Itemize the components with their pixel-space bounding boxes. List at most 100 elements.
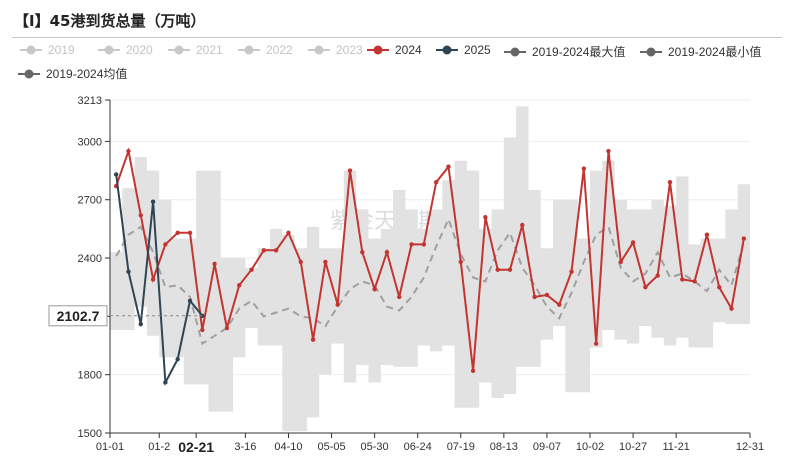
legend-label: 2022 [266, 43, 293, 57]
data-point-2024 [150, 277, 156, 282]
data-point-2024 [618, 259, 623, 265]
data-point-2024 [175, 230, 180, 235]
legend-item[interactable]: 2025 [436, 43, 491, 57]
y-tick-label: 3000 [78, 136, 102, 148]
data-point-2024 [310, 337, 316, 342]
data-point-2024 [433, 180, 439, 185]
legend-swatch-icon [238, 45, 260, 55]
data-point-2024 [126, 148, 131, 154]
y-tick-label: 2400 [78, 253, 102, 265]
x-tick-label: 01-01 [96, 441, 124, 453]
legend-swatch-icon [168, 45, 190, 55]
legend-label: 2023 [336, 43, 363, 57]
value-marker-box [48, 305, 108, 327]
x-tick-label: 09-07 [533, 441, 561, 453]
data-point-2024 [298, 259, 303, 265]
data-point-2025 [138, 321, 143, 327]
legend-swatch-icon [308, 45, 330, 55]
data-point-2024 [692, 279, 697, 284]
data-point-2024 [643, 285, 648, 290]
x-tick-label: 3-16 [234, 441, 256, 453]
x-tick-label: 08-13 [490, 441, 518, 453]
legend-label: 2019-2024均值 [46, 67, 128, 81]
data-point-2024 [372, 286, 377, 292]
data-point-2024 [458, 259, 463, 265]
legend-label: 2019-2024最大值 [532, 45, 626, 59]
legend-item[interactable]: 2019-2024均值 [18, 65, 127, 82]
value-marker-label: 2102.7 [57, 308, 100, 324]
legend-item[interactable]: 2020 [98, 43, 153, 57]
series-line-2024 [115, 147, 745, 371]
data-point-2024 [273, 248, 279, 253]
x-tick-label: 05-05 [317, 441, 345, 453]
data-point-2024 [224, 325, 230, 331]
data-point-2024 [286, 230, 291, 235]
data-point-2024 [249, 267, 254, 272]
data-point-2024 [544, 292, 550, 298]
data-point-2024 [261, 248, 267, 253]
data-point-2024 [347, 168, 353, 173]
legend-label: 2020 [126, 43, 153, 57]
data-point-2024 [495, 267, 500, 272]
legend-item[interactable]: 2024 [367, 43, 422, 57]
data-point-2024 [667, 180, 673, 185]
data-point-2024 [187, 230, 193, 235]
legend-item[interactable]: 2019 [20, 43, 75, 57]
data-point-2024 [409, 242, 414, 247]
legend-swatch-icon [436, 45, 458, 55]
x-tick-label: 10-27 [619, 441, 647, 453]
data-point-2024 [655, 273, 660, 278]
x-tick-label: 05-30 [361, 441, 389, 453]
data-point-2024 [212, 261, 217, 267]
legend-swatch-icon [367, 45, 389, 55]
data-point-2025 [187, 298, 193, 304]
legend-swatch-icon [20, 45, 42, 55]
range-band-area [110, 106, 750, 432]
x-tick-label: 10-02 [576, 441, 604, 453]
x-tick-label: 11-21 [662, 441, 689, 453]
legend-label: 2019-2024最小值 [668, 45, 762, 59]
legend-item[interactable]: 2019-2024最小值 [640, 43, 761, 60]
legend-swatch-icon [98, 45, 120, 55]
legend-label: 2024 [395, 43, 422, 57]
y-tick-label: 1800 [78, 370, 102, 382]
data-point-2024 [421, 242, 427, 247]
legend-item[interactable]: 2021 [168, 43, 223, 57]
title-divider [12, 37, 782, 38]
chart-title: 【I】45港到货总量（万吨） [14, 12, 206, 30]
y-tick-label: 3213 [78, 95, 102, 107]
data-point-2024 [323, 259, 328, 265]
data-point-2024 [581, 166, 587, 171]
data-point-2024 [569, 269, 574, 274]
data-point-2024 [520, 222, 525, 228]
data-point-2024 [630, 240, 636, 245]
data-point-2024 [138, 213, 143, 218]
legend-item[interactable]: 2023 [308, 43, 363, 57]
x-tick-label: 07-19 [447, 441, 475, 453]
data-point-2024 [470, 368, 476, 373]
data-point-2024 [741, 236, 747, 241]
legend-label: 2021 [196, 43, 223, 57]
data-point-2024 [557, 302, 562, 307]
data-point-2024 [532, 294, 537, 300]
data-point-2024 [397, 294, 402, 300]
data-point-2024 [507, 267, 513, 272]
data-point-2024 [200, 327, 205, 333]
data-point-2025 [150, 199, 156, 204]
x-tick-label: 01-2 [148, 441, 170, 453]
y-tick-label: 1500 [78, 428, 102, 440]
y-tick-label: 2700 [78, 195, 102, 207]
data-point-2024 [163, 242, 168, 247]
x-tick-label: 06-24 [404, 441, 432, 453]
legend-item[interactable]: 2022 [238, 43, 293, 57]
data-point-2025 [113, 172, 119, 177]
data-point-2024 [704, 232, 710, 237]
legend-label: 2019 [48, 43, 75, 57]
data-point-2024 [360, 250, 365, 255]
x-tick-label: 04-10 [274, 441, 302, 453]
data-point-2024 [593, 341, 599, 346]
data-point-2024 [446, 164, 451, 169]
x-tick-label: 02-21 [178, 439, 214, 455]
legend-item[interactable]: 2019-2024最大值 [504, 43, 625, 60]
